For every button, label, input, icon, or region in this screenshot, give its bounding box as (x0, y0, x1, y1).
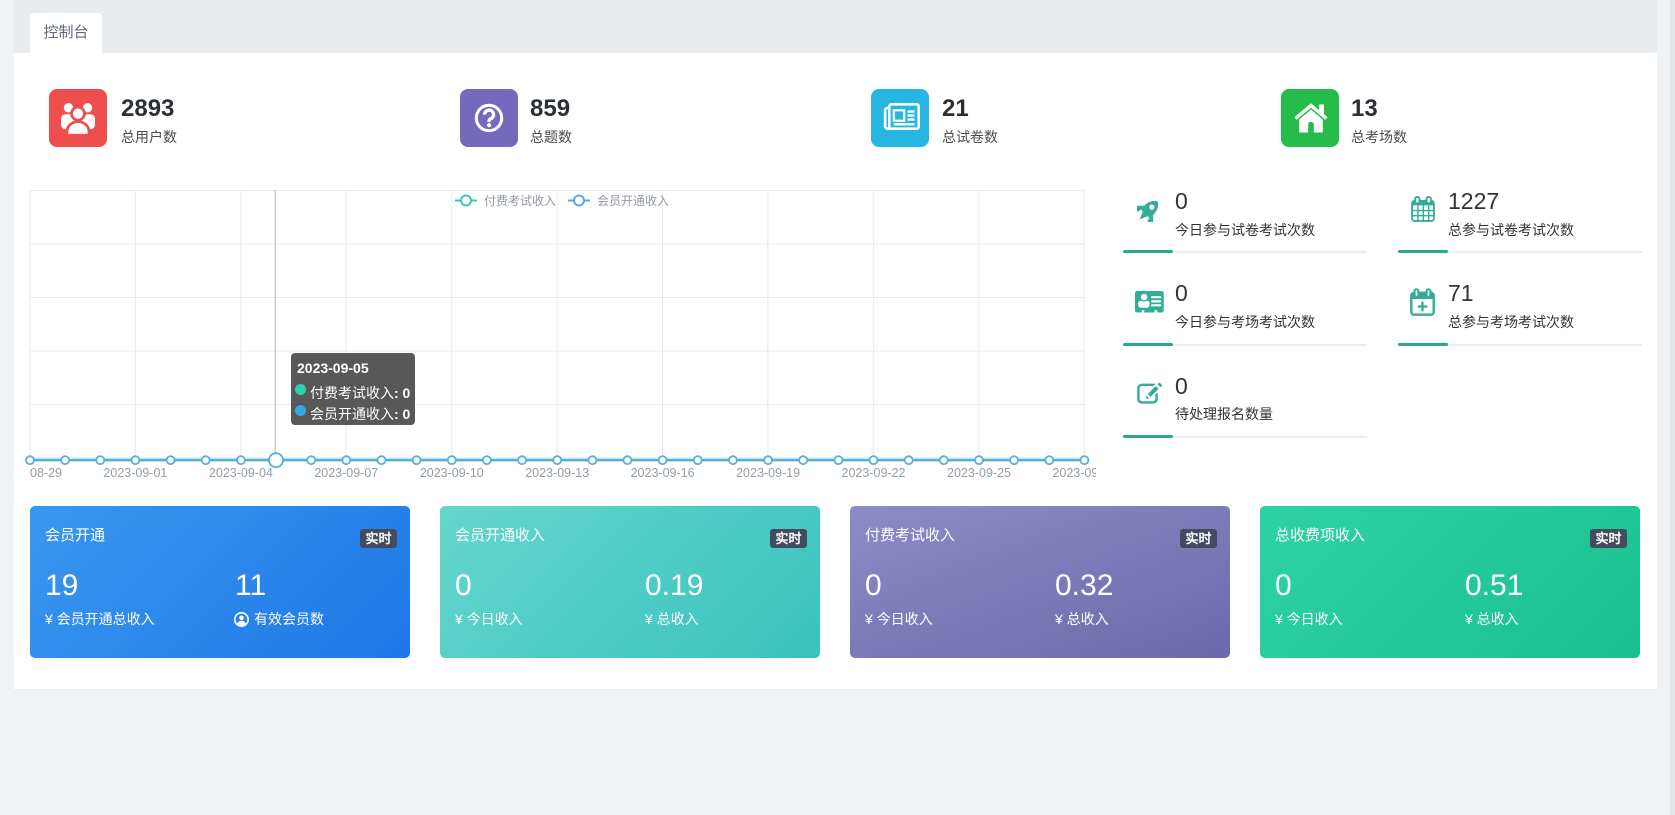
svg-text:2023-09-28: 2023-09-28 (1052, 466, 1096, 480)
svg-text:2023-09-25: 2023-09-25 (947, 466, 1011, 480)
svg-text:2023-09-01: 2023-09-01 (103, 466, 167, 480)
svg-text:2023-09-07: 2023-09-07 (314, 466, 378, 480)
svg-text:2023-09-04: 2023-09-04 (209, 466, 273, 480)
svg-text:2023-09-13: 2023-09-13 (525, 466, 589, 480)
svg-text:08-29: 08-29 (30, 466, 62, 480)
svg-text:2023-09-22: 2023-09-22 (842, 466, 906, 480)
svg-text:2023-09-16: 2023-09-16 (631, 466, 695, 480)
svg-text:会员开通收入: 会员开通收入 (597, 194, 669, 208)
svg-text:2023-09-10: 2023-09-10 (420, 466, 484, 480)
svg-text:2023-09-19: 2023-09-19 (736, 466, 800, 480)
svg-text:付费考试收入: 付费考试收入 (484, 193, 556, 208)
